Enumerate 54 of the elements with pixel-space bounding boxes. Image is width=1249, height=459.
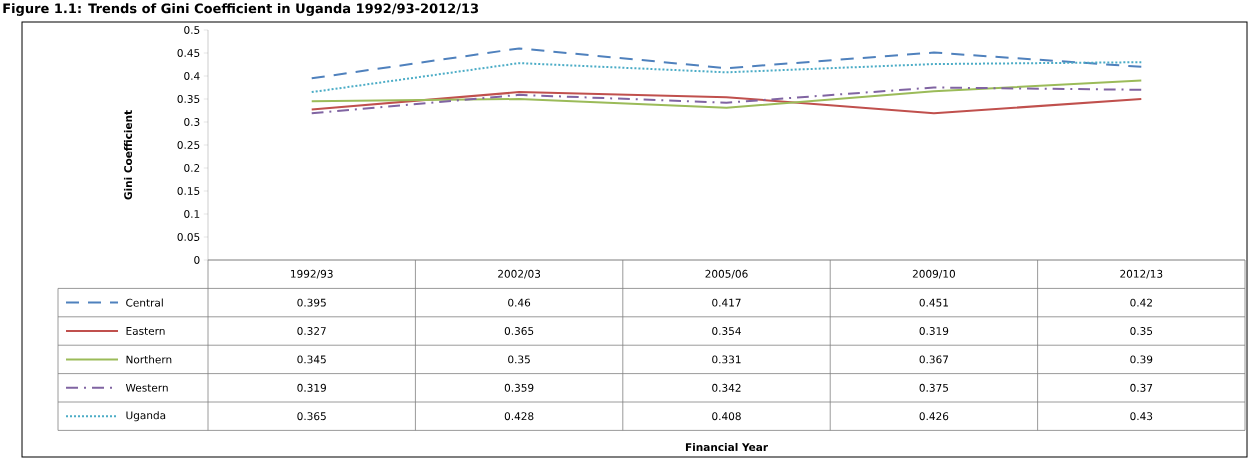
y-tick-label: 0.35 [177,95,200,103]
data-label: 0.37 [1130,383,1153,392]
data-label: 0.359 [504,383,534,392]
legend-label: Central [126,298,163,307]
data-label: 0.342 [712,383,741,392]
data-label: 0.354 [712,327,741,335]
data-label: 0.46 [508,298,531,307]
x-tick-label: 2005/06 [705,269,748,279]
legend-label: Uganda [126,411,166,422]
y-tick-label: 0.45 [177,49,200,57]
data-label: 0.367 [919,355,949,364]
data-label: 0.35 [1130,327,1153,335]
data-label: 0.331 [712,355,741,364]
line-series [310,61,1143,94]
x-tick-label: 2009/10 [912,269,955,279]
chart-title: Figure 1.1: Trends of Gini Coefficient in Uganda 1992/93-2012/13 [3,3,479,16]
x-tick-label: 2002/03 [498,269,541,279]
line-series [310,91,1143,115]
y-axis-title: Gini Coefficient [123,110,133,200]
y-tick-label: 0.3 [184,118,200,126]
y-tick-label: 0.2 [184,164,200,172]
data-label: 0.42 [1130,298,1152,307]
line-series [310,47,1143,80]
text: Financial Year [685,442,768,452]
y-tick-label: 0 [194,256,200,264]
y-tick-label: 0.25 [177,141,200,149]
data-label: 0.426 [919,412,949,421]
data-label: 0.428 [504,412,534,421]
x-tick-label: 1992/93 [291,269,333,279]
y-tick-label: 0.15 [177,187,200,195]
data-label: 0.319 [297,383,326,392]
data-label: 0.327 [297,327,326,335]
data-label: 0.39 [1130,355,1153,364]
legend-label: Western [125,383,168,392]
line-series [310,79,1143,109]
data-label: 0.375 [919,383,949,392]
data-label: 0.417 [712,298,741,307]
line-series [310,86,1143,115]
data-label: 0.35 [508,355,530,364]
data-label: 0.319 [919,327,949,335]
x-tick-label: 2012/13 [1120,269,1163,279]
data-label: 0.395 [297,298,326,307]
y-tick-label: 0.05 [177,233,200,241]
data-label: 0.365 [504,327,534,335]
data-label: 0.345 [297,355,326,364]
legend-label: Eastern [126,327,165,335]
legend-label: Northern [126,355,172,364]
data-label: 0.365 [297,412,326,421]
y-tick-label: 0.5 [184,26,200,34]
y-tick-label: 0.1 [184,210,200,218]
data-label: 0.451 [919,298,948,307]
data-label: 0.408 [712,412,741,421]
y-tick-label: 0.4 [184,72,200,80]
data-label: 0.43 [1130,412,1153,421]
